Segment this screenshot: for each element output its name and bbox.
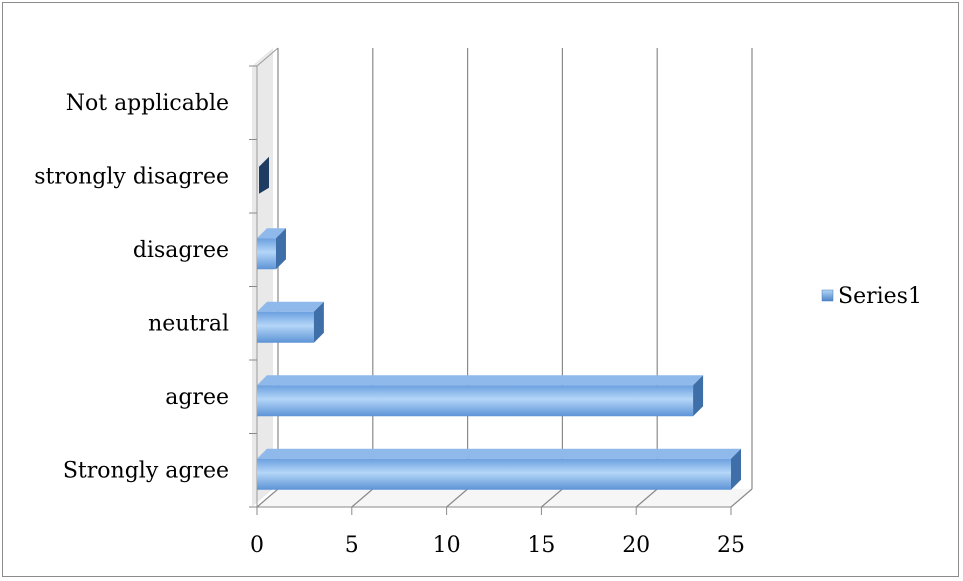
x-tick-label: 15 — [527, 533, 555, 558]
bar-top — [257, 375, 704, 386]
bar-end — [313, 301, 324, 343]
legend-swatch — [821, 289, 834, 302]
floor-gridline — [541, 488, 563, 508]
side-wall — [252, 48, 273, 507]
legend-label-series1: Series1 — [838, 284, 922, 309]
chart-walls — [249, 47, 752, 508]
x-tick-label: 5 — [345, 533, 359, 558]
x-tick-label: 20 — [622, 533, 650, 558]
bar-top — [257, 228, 286, 239]
floor-gridline — [446, 488, 468, 508]
bar — [257, 458, 731, 490]
floor-gridline — [256, 488, 279, 508]
floor-gridline — [635, 488, 658, 508]
bar-zero — [259, 156, 269, 194]
bar — [257, 238, 276, 270]
floor — [257, 489, 752, 507]
floor-gridline — [351, 488, 374, 508]
top-depth-edge — [256, 47, 279, 67]
category-label: disagree — [133, 238, 229, 263]
legend: Series1 — [821, 284, 922, 309]
category-labels: Strongly agree agree neutral disagree strong… — [34, 91, 229, 484]
category-label: neutral — [148, 311, 229, 336]
category-label: Strongly agree — [63, 458, 229, 483]
bars — [257, 156, 741, 490]
gridlines — [256, 48, 753, 515]
category-label: strongly disagree — [34, 164, 229, 189]
bar-end — [731, 448, 741, 490]
floor-gridline — [730, 488, 753, 508]
category-label: agree — [165, 385, 229, 410]
x-tick-label: 0 — [250, 533, 264, 558]
bar — [257, 385, 694, 417]
x-tick-label: 25 — [717, 533, 745, 558]
bar-end — [693, 375, 704, 417]
bar-end — [275, 228, 286, 270]
category-label: Not applicable — [66, 91, 229, 116]
x-axis-ticks: 0 5 10 15 20 25 — [250, 533, 745, 558]
bar-top — [257, 301, 324, 312]
bar — [257, 311, 314, 343]
bar-top — [257, 448, 741, 459]
x-tick-label: 10 — [433, 533, 461, 558]
